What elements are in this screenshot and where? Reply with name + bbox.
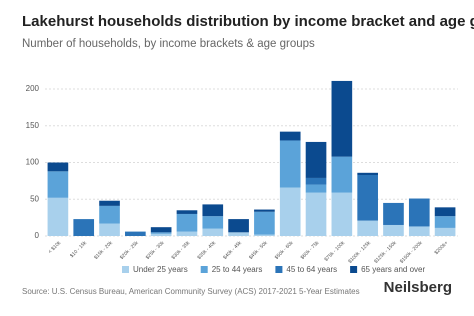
bar-segment xyxy=(305,184,327,193)
bar-segment xyxy=(383,202,404,225)
bar-segment xyxy=(279,140,301,188)
bar-segment xyxy=(202,216,224,229)
bar-segment xyxy=(279,131,301,141)
x-tick-label: $100k - 125k xyxy=(347,240,372,265)
legend-label: 45 to 64 years xyxy=(286,265,337,274)
bar-segment xyxy=(331,192,353,236)
x-tick-label: $60k - 75k xyxy=(300,240,321,261)
source: Source: U.S. Census Bureau, American Com… xyxy=(22,287,360,296)
bar-segment xyxy=(408,198,430,227)
x-tick-label: $30k - 35k xyxy=(171,240,192,261)
legend-label: 65 years and over xyxy=(361,265,425,274)
x-tick-label: $35k - 40k xyxy=(196,240,217,261)
bar-segment xyxy=(176,231,198,236)
bar-segment xyxy=(99,205,120,224)
bar-segment xyxy=(357,175,378,221)
bar-segment xyxy=(305,141,327,178)
x-tick-label: $20k - 25k xyxy=(119,240,140,261)
x-tick-label: $50k - 60k xyxy=(274,240,295,261)
y-tick-label: 100 xyxy=(26,158,40,167)
bar-segment xyxy=(331,80,353,157)
bar-segment xyxy=(254,209,275,212)
x-tick-label: $125k - 150k xyxy=(373,240,398,265)
bar-segment xyxy=(357,220,378,236)
legend-swatch xyxy=(350,266,358,273)
legend-label: 25 to 44 years xyxy=(212,265,263,274)
y-tick-label: 0 xyxy=(35,231,40,240)
bar-segment xyxy=(228,232,249,236)
bar-segment xyxy=(434,227,456,236)
chart-title: Lakehurst households distribution by inc… xyxy=(22,13,474,30)
x-tick-label: $45k - 50k xyxy=(248,240,269,261)
x-tick-label: $150k - 200k xyxy=(399,240,424,265)
bar-segment xyxy=(434,207,456,217)
brand-logo: Neilsberg xyxy=(384,279,452,296)
bar-segment xyxy=(254,234,275,236)
x-tick-label: $75k - 100k xyxy=(323,240,346,263)
bar-segment xyxy=(99,200,120,206)
bar-segment xyxy=(254,211,275,235)
bar-segment xyxy=(47,197,69,236)
bar-segment xyxy=(305,177,327,185)
x-tick-label: $15k - 20k xyxy=(93,240,114,261)
bar-segment xyxy=(176,210,198,214)
bar-segment xyxy=(331,156,353,193)
x-tick-label: < $10k xyxy=(47,240,62,255)
bar-segment xyxy=(279,187,301,236)
bar-segment xyxy=(202,204,224,217)
bar-segment xyxy=(47,171,69,198)
bar-segment xyxy=(125,231,146,236)
bar-segment xyxy=(99,223,120,236)
bar-segment xyxy=(228,219,249,233)
x-tick-label: $200k+ xyxy=(434,240,450,256)
bar-segment xyxy=(434,216,456,228)
legend-swatch xyxy=(200,266,208,273)
bar-segment xyxy=(357,172,378,176)
chart-subtitle: Number of households, by income brackets… xyxy=(22,38,315,50)
legend-label: Under 25 years xyxy=(133,265,188,274)
y-tick-label: 50 xyxy=(30,194,39,203)
bar-segment xyxy=(73,219,95,236)
bar-segment xyxy=(176,213,198,232)
x-tick-label: $40k - 45k xyxy=(222,240,243,261)
y-tick-label: 150 xyxy=(26,121,40,130)
x-tick-label: $25k - 30k xyxy=(145,240,166,261)
bar-segment xyxy=(150,232,172,234)
legend-swatch xyxy=(275,266,283,273)
bar-segment xyxy=(305,192,327,236)
bar-segment xyxy=(202,228,224,236)
legend-swatch xyxy=(122,266,129,273)
bar-segment xyxy=(47,162,69,172)
bar-segment xyxy=(150,227,172,233)
bar-segment xyxy=(408,226,430,236)
bar-segment xyxy=(383,224,404,236)
y-tick-label: 200 xyxy=(26,84,40,93)
x-tick-label: $10 - 15k xyxy=(69,240,88,259)
bar-segment xyxy=(150,233,172,236)
